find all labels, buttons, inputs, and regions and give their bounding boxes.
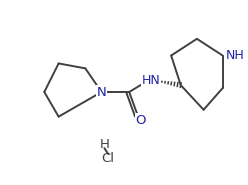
Text: N: N <box>97 85 106 98</box>
Text: HN: HN <box>142 74 160 87</box>
Text: O: O <box>135 114 146 127</box>
Text: NH: NH <box>225 49 244 62</box>
Text: Cl: Cl <box>102 152 115 166</box>
Text: H: H <box>99 138 109 151</box>
